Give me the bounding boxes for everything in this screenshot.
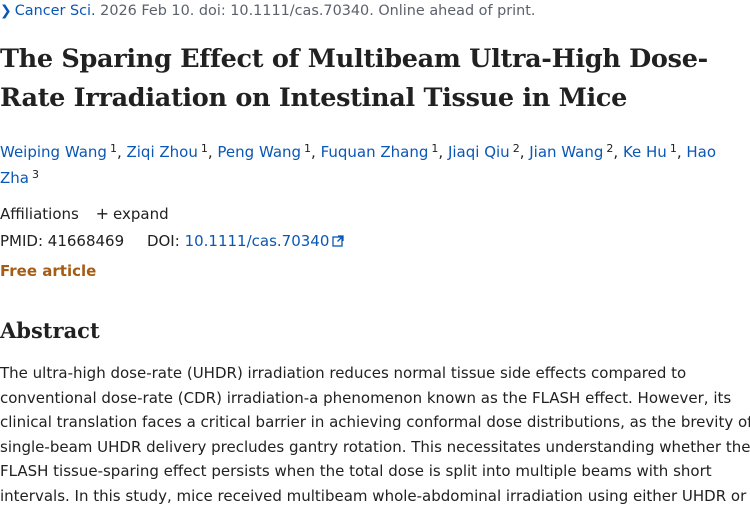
expand-label: expand: [113, 205, 169, 223]
author-link[interactable]: Jiaqi Qiu: [448, 143, 510, 161]
author-separator: ,: [438, 143, 448, 161]
author-separator: ,: [520, 143, 530, 161]
abstract-line: intervals. In this study, mice received …: [0, 484, 742, 508]
author-separator: ,: [208, 143, 218, 161]
expand-affiliations-button[interactable]: +expand: [96, 205, 169, 223]
author-affiliation-number[interactable]: 1: [110, 142, 117, 155]
citation-details: 2026 Feb 10. doi: 10.1111/cas.70340. Onl…: [96, 3, 536, 19]
author-link[interactable]: Weiping Wang: [0, 143, 107, 161]
author-separator: ,: [613, 143, 623, 161]
author-affiliation-number[interactable]: 3: [32, 168, 39, 181]
doi-link[interactable]: 10.1111/cas.70340: [185, 232, 345, 250]
journal-link[interactable]: Cancer Sci.: [15, 3, 96, 19]
citation-line: ❯Cancer Sci. 2026 Feb 10. doi: 10.1111/c…: [0, 3, 536, 19]
author-link[interactable]: Jian Wang: [529, 143, 603, 161]
abstract-line: conventional dose-rate (CDR) irradiation…: [0, 386, 742, 411]
plus-icon: +: [96, 204, 109, 223]
affiliations-row: Affiliations +expand: [0, 204, 169, 223]
abstract-line: single-beam UHDR delivery precludes gant…: [0, 435, 742, 460]
abstract-line: clinical translation faces a critical ba…: [0, 410, 742, 435]
free-article-badge: Free article: [0, 262, 96, 280]
chevron-right-icon[interactable]: ❯: [0, 3, 12, 19]
author-link[interactable]: Ke Hu: [623, 143, 667, 161]
article-ids: PMID: 41668469 DOI: 10.1111/cas.70340: [0, 232, 344, 250]
external-link-icon: [332, 235, 344, 247]
abstract-heading: Abstract: [0, 318, 100, 343]
pmid-label: PMID:: [0, 232, 43, 250]
author-separator: ,: [677, 143, 687, 161]
author-link[interactable]: Ziqi Zhou: [126, 143, 197, 161]
author-affiliation-number[interactable]: 2: [513, 142, 520, 155]
affiliations-label: Affiliations: [0, 205, 79, 223]
abstract-line: The ultra-high dose-rate (UHDR) irradiat…: [0, 361, 742, 386]
abstract-body: The ultra-high dose-rate (UHDR) irradiat…: [0, 361, 742, 508]
article-title: The Sparing Effect of Multibeam Ultra-Hi…: [0, 40, 740, 118]
abstract-line: FLASH tissue-sparing effect persists whe…: [0, 459, 742, 484]
author-separator: ,: [311, 143, 321, 161]
pmid-value: 41668469: [48, 232, 124, 250]
author-affiliation-number[interactable]: 1: [304, 142, 311, 155]
doi-value: 10.1111/cas.70340: [185, 232, 330, 250]
author-affiliation-number[interactable]: 1: [670, 142, 677, 155]
author-link[interactable]: Peng Wang: [217, 143, 301, 161]
author-affiliation-number[interactable]: 1: [201, 142, 208, 155]
author-link[interactable]: Fuquan Zhang: [321, 143, 429, 161]
doi-label: DOI:: [147, 232, 180, 250]
